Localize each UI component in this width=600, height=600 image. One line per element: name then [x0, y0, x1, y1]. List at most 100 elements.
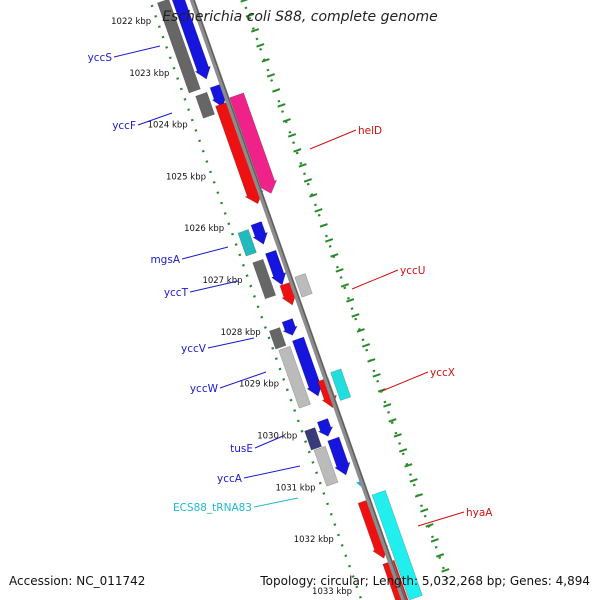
kbp-tick-label: 1028 kbp — [221, 328, 261, 338]
guide-tick — [303, 178, 313, 183]
kbp-tick-label: 1026 kbp — [184, 224, 224, 234]
guide-tick — [356, 328, 365, 333]
gene-connector — [189, 280, 239, 293]
guide-tick — [430, 538, 439, 543]
kbp-tick-label: 1032 kbp — [294, 535, 334, 545]
guide-tick — [372, 373, 381, 378]
gene-connector — [207, 337, 255, 349]
kbp-tick-label: 1025 kbp — [166, 172, 206, 182]
backbone — [189, 0, 407, 600]
backbone-shadow — [193, 0, 406, 600]
feature-yccW — [292, 336, 323, 397]
feature-yccA — [327, 436, 351, 476]
guide-tick — [367, 358, 376, 363]
kbp-tick-label: 1022 kbp — [111, 17, 151, 27]
guide-tick — [287, 133, 297, 138]
gene-label-yccv[interactable]: yccV — [181, 343, 207, 355]
feature-grey-2 — [195, 91, 215, 119]
kbp-tick-label: 1031 kbp — [275, 483, 315, 493]
feature-tusE-arrow — [316, 418, 334, 437]
dotted-guides — [150, 0, 451, 600]
feature-hyaA — [371, 490, 423, 600]
feature-blocks — [157, 0, 423, 600]
guide-tick — [404, 463, 413, 468]
gene-connector — [253, 497, 299, 508]
gene-label-ycca[interactable]: yccA — [217, 473, 243, 485]
backbone-line — [189, 0, 407, 600]
guide-tick — [309, 193, 318, 198]
gene-label-held[interactable]: helD — [358, 125, 382, 137]
guide-tick — [272, 88, 281, 93]
feature-grey-5 — [268, 327, 287, 350]
guide-tick — [409, 478, 418, 483]
gene-connector — [181, 246, 229, 260]
gene-label-yccw[interactable]: yccW — [190, 383, 219, 395]
guide-tick — [435, 553, 445, 558]
gene-label-ycct[interactable]: yccT — [164, 287, 189, 299]
gene-label-yccf[interactable]: yccF — [112, 120, 136, 132]
guide-tick — [330, 253, 339, 258]
gene-labels: yccS yccF mgsA yccT yccV yccW tusE yccA ECS88_tR… — [88, 45, 493, 527]
guide-tick — [277, 103, 286, 108]
guide-tick — [393, 433, 402, 438]
gene-connector — [137, 112, 173, 126]
accession-text: Accession: NC_011742 — [9, 574, 146, 588]
gene-connector — [219, 371, 267, 389]
gene-label-ecs88_trna83[interactable]: ECS88_tRNA83 — [173, 502, 252, 514]
guide-tick — [266, 73, 275, 78]
feature-grey-3 — [252, 258, 277, 300]
kbp-tick-label: 1030 kbp — [257, 432, 297, 442]
guide-tick — [319, 223, 328, 228]
feature-grey-7 — [313, 445, 339, 487]
feature-grey-1 — [157, 0, 201, 94]
feature-yccV-arrow — [281, 318, 298, 336]
gene-connector — [351, 269, 399, 290]
gene-connector — [254, 435, 284, 449]
guide-tick — [351, 313, 360, 318]
topology-text: Topology: circular; Length: 5,032,268 bp… — [260, 574, 590, 588]
guide-tick — [383, 403, 392, 408]
kbp-tick-label: 1023 kbp — [129, 69, 169, 79]
map-title: Escherichia coli S88, complete genome — [162, 9, 438, 25]
guide-tick — [346, 298, 355, 303]
kbp-tick-label: 1029 kbp — [239, 380, 279, 390]
gene-connector — [243, 465, 301, 479]
gene-connector — [381, 371, 429, 392]
kbp-tick-label: 1027 kbp — [202, 276, 242, 286]
guide-tick — [414, 493, 424, 498]
guide-tick — [256, 43, 265, 48]
feature-yccT — [265, 249, 287, 286]
feature-grey-4 — [294, 273, 313, 298]
gene-label-mgsa[interactable]: mgsA — [150, 254, 180, 266]
guide-tick — [314, 208, 323, 213]
feature-mgsA — [237, 229, 257, 257]
gene-label-hyaa[interactable]: hyaA — [466, 507, 493, 519]
gene-label-yccs[interactable]: yccS — [88, 52, 113, 64]
gene-connector — [309, 129, 357, 150]
guide-tick — [245, 13, 254, 18]
guide-tick — [420, 508, 429, 513]
kbp-tick-label: 1033 kbp — [312, 587, 352, 597]
feature-yccX — [330, 368, 352, 401]
gene-connector — [417, 511, 465, 527]
guide-tick — [388, 418, 397, 423]
gene-connector — [113, 45, 161, 58]
guide-tick — [340, 283, 350, 288]
gene-label-yccx[interactable]: yccX — [430, 367, 455, 379]
gene-label-yccu[interactable]: yccU — [400, 265, 425, 277]
gene-label-tuse[interactable]: tusE — [230, 443, 253, 455]
guide-tick — [240, 0, 249, 3]
feature-mgsA-arrow — [250, 221, 268, 245]
guide-tick — [361, 343, 371, 348]
guide-tick — [324, 238, 334, 243]
feature-grey-6 — [278, 345, 311, 409]
guide-tick — [261, 58, 270, 63]
guide-tick — [425, 523, 434, 528]
guide-tick — [293, 148, 302, 153]
feature-yccS — [171, 0, 211, 80]
guide-tick — [282, 118, 291, 123]
guide-tick — [398, 448, 408, 453]
kbp-ticks: 1022 kbp 1023 kbp 1024 kbp 1025 kbp 1026 kbp… — [111, 17, 352, 597]
